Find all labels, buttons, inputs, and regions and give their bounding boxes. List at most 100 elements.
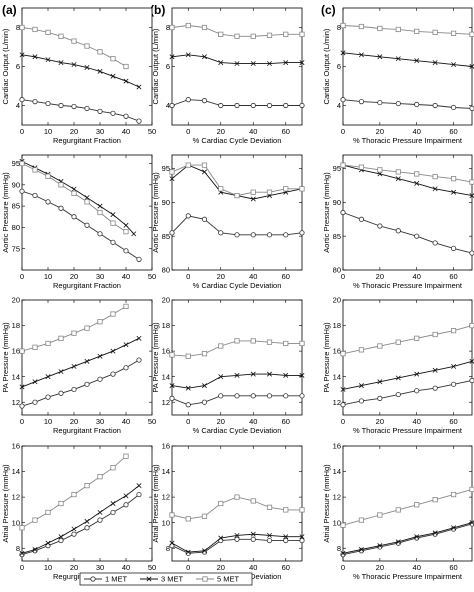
point-marker (432, 240, 438, 246)
point-marker (299, 537, 305, 544)
point-marker (469, 520, 474, 526)
point-marker (97, 517, 103, 523)
point-marker (267, 371, 272, 377)
series-1-met (19, 357, 142, 409)
series-line (342, 360, 473, 390)
x-tick-label: 30 (96, 563, 104, 572)
point-marker (267, 61, 272, 67)
y-tick-label: 12 (12, 493, 20, 502)
point-marker (283, 507, 289, 513)
point-marker (32, 54, 38, 60)
point-marker (201, 98, 208, 104)
y-tick-label: 95 (12, 159, 20, 168)
subplot: 0 10 20 30 40 50 4 6 8 Regurgitant Fraction Cardia… (1, 7, 156, 145)
x-tick-label: 20 (70, 417, 78, 426)
point-marker (250, 232, 256, 238)
point-marker (202, 576, 208, 582)
point-marker (32, 379, 38, 385)
point-marker (71, 363, 77, 369)
point-marker (19, 552, 25, 558)
y-tick-label: 4 (166, 101, 170, 110)
series-1-met (19, 97, 142, 124)
point-marker (58, 33, 64, 39)
point-marker (395, 539, 401, 545)
y-tick-label: 4 (16, 101, 20, 110)
point-marker (45, 199, 51, 205)
point-marker (469, 64, 474, 69)
series-1-met (19, 491, 142, 558)
point-marker (358, 23, 365, 30)
point-marker (250, 371, 256, 377)
x-tick-label: 60 (449, 563, 457, 572)
point-marker (136, 483, 142, 489)
point-marker (169, 24, 175, 31)
x-tick-label: 40 (122, 417, 130, 426)
point-marker (340, 402, 346, 408)
x-tick-label: 0 (186, 563, 190, 572)
y-tick-label: 10 (333, 518, 341, 527)
point-marker (84, 483, 90, 489)
point-marker (299, 60, 305, 66)
point-marker (299, 186, 305, 192)
y-tick-label: 12 (333, 493, 341, 502)
point-marker (123, 222, 129, 228)
point-marker (432, 60, 438, 66)
point-marker (123, 342, 129, 348)
point-marker (58, 182, 64, 188)
point-marker (234, 102, 240, 109)
x-tick-label: 50 (148, 272, 156, 281)
point-marker (250, 531, 256, 537)
series-line (342, 99, 473, 109)
y-tick-label: 90 (162, 198, 170, 207)
point-marker (97, 376, 103, 382)
y-axis-label: Atrial Pressure (mmHg) (322, 464, 331, 543)
series-5-met (340, 486, 474, 528)
point-marker (110, 73, 116, 79)
x-tick-label: 0 (186, 272, 190, 281)
point-marker (414, 534, 420, 540)
x-tick-label: 30 (96, 417, 104, 426)
point-marker (283, 60, 289, 66)
point-marker (266, 32, 273, 38)
x-tick-label: 50 (148, 417, 156, 426)
point-marker (340, 22, 346, 29)
point-marker (110, 220, 116, 226)
y-tick-label: 80 (162, 266, 170, 275)
x-tick-label: 30 (96, 127, 104, 136)
x-tick-label: 40 (413, 563, 421, 572)
series-5-met (169, 162, 305, 199)
point-marker (84, 381, 90, 387)
point-marker (340, 522, 346, 528)
y-tick-label: 95 (162, 164, 170, 173)
point-marker (340, 386, 346, 392)
point-marker (377, 543, 383, 549)
point-marker (123, 453, 129, 459)
point-marker (469, 377, 474, 384)
plot-frame (171, 154, 303, 271)
series-1-met (169, 97, 305, 109)
y-tick-label: 16 (12, 347, 20, 356)
point-marker (71, 38, 77, 44)
x-tick-label: 30 (96, 272, 104, 281)
subplot: 0 20 40 60 80 85 90 95 % Cardiac Cycle Deviation… (151, 154, 305, 290)
x-tick-label: 40 (413, 417, 421, 426)
point-marker (19, 403, 25, 409)
series-line (21, 99, 140, 122)
point-marker (84, 199, 90, 205)
point-marker (469, 322, 474, 329)
point-marker (97, 209, 103, 216)
point-marker (450, 491, 457, 498)
point-marker (414, 171, 420, 177)
series-line (342, 25, 473, 35)
point-marker (432, 186, 438, 192)
point-marker (218, 393, 224, 399)
x-tick-label: 60 (449, 127, 457, 136)
x-tick-label: 40 (413, 127, 421, 136)
x-axis-label: % Thoracic Pressure Impairment (353, 136, 463, 145)
y-tick-label: 20 (12, 296, 20, 305)
x-tick-label: 20 (217, 127, 225, 136)
y-tick-label: 18 (162, 321, 170, 330)
point-marker (283, 232, 289, 238)
